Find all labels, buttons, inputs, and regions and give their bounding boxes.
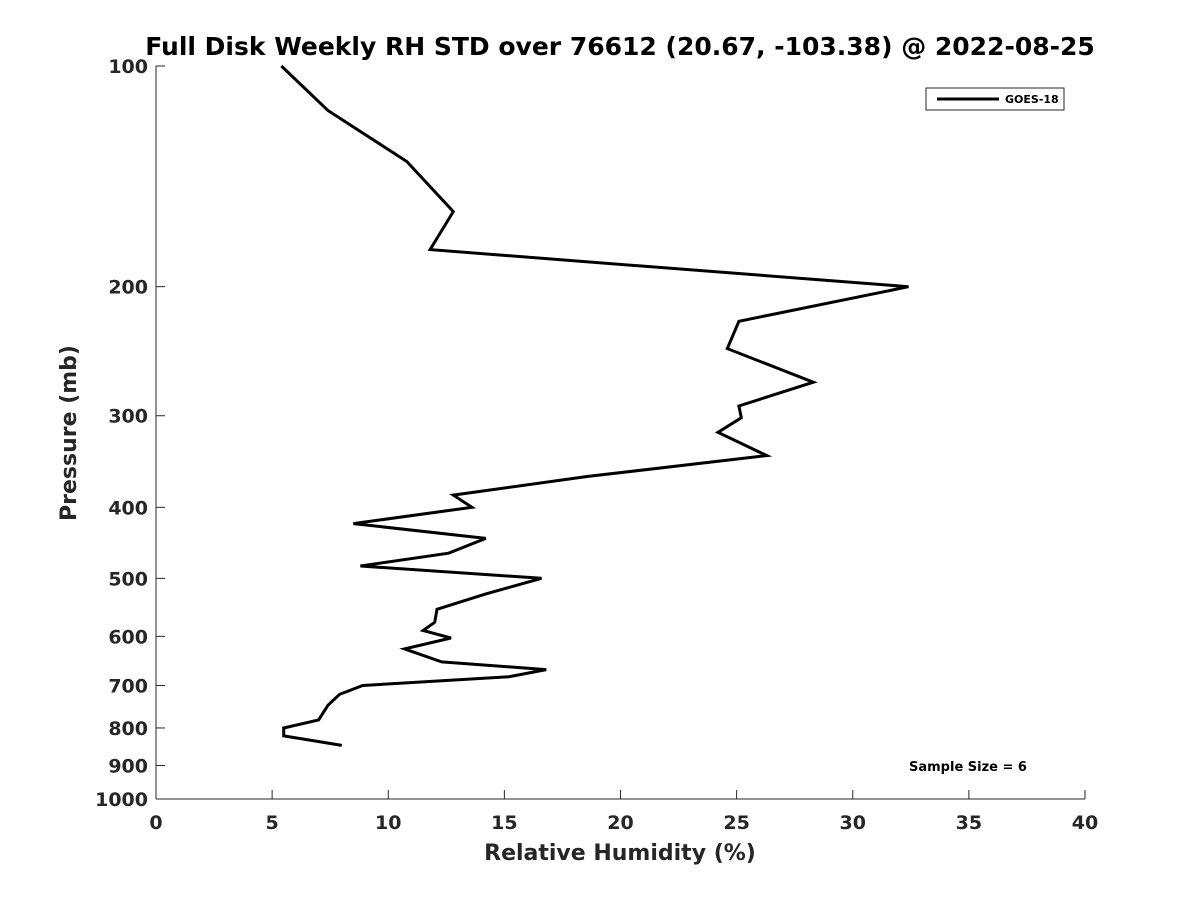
- y-axis-ticks: 100 200 300 400 500 600 700 800 900 1000: [95, 56, 165, 811]
- sample-size-annotation: Sample Size = 6: [909, 760, 1027, 775]
- y-tick-label: 400: [108, 497, 148, 519]
- plot-area: [155, 66, 1085, 800]
- x-axis-ticks: 0 5 10 15 20 25 30 35 40: [149, 790, 1098, 834]
- x-tick-label: 40: [1072, 812, 1098, 834]
- x-tick-label: 10: [375, 812, 401, 834]
- series-line-goes-18: [280, 64, 909, 747]
- legend: GOES-18: [925, 87, 1065, 111]
- y-tick-label: 600: [108, 626, 148, 648]
- y-tick-label: 300: [108, 406, 148, 428]
- x-tick-label: 5: [266, 812, 279, 834]
- y-axis-label: Pressure (mb): [57, 345, 82, 521]
- y-tick-label: 100: [108, 56, 148, 78]
- y-tick-label: 200: [108, 277, 148, 299]
- y-tick-label: 800: [108, 718, 148, 740]
- y-tick-label: 900: [108, 755, 148, 777]
- x-tick-label: 25: [723, 812, 749, 834]
- x-tick-label: 30: [840, 812, 866, 834]
- y-tick-label: 700: [108, 675, 148, 697]
- x-tick-label: 0: [149, 812, 162, 834]
- y-tick-label: 1000: [95, 789, 148, 811]
- x-axis-label: Relative Humidity (%): [484, 841, 756, 866]
- y-tick-label: 500: [108, 568, 148, 590]
- chart-title: Full Disk Weekly RH STD over 76612 (20.6…: [145, 32, 1095, 61]
- legend-label-goes-18: GOES-18: [1005, 93, 1059, 106]
- series-layer: [280, 64, 909, 747]
- x-tick-label: 15: [491, 812, 517, 834]
- x-tick-label: 20: [607, 812, 633, 834]
- x-tick-label: 35: [956, 812, 982, 834]
